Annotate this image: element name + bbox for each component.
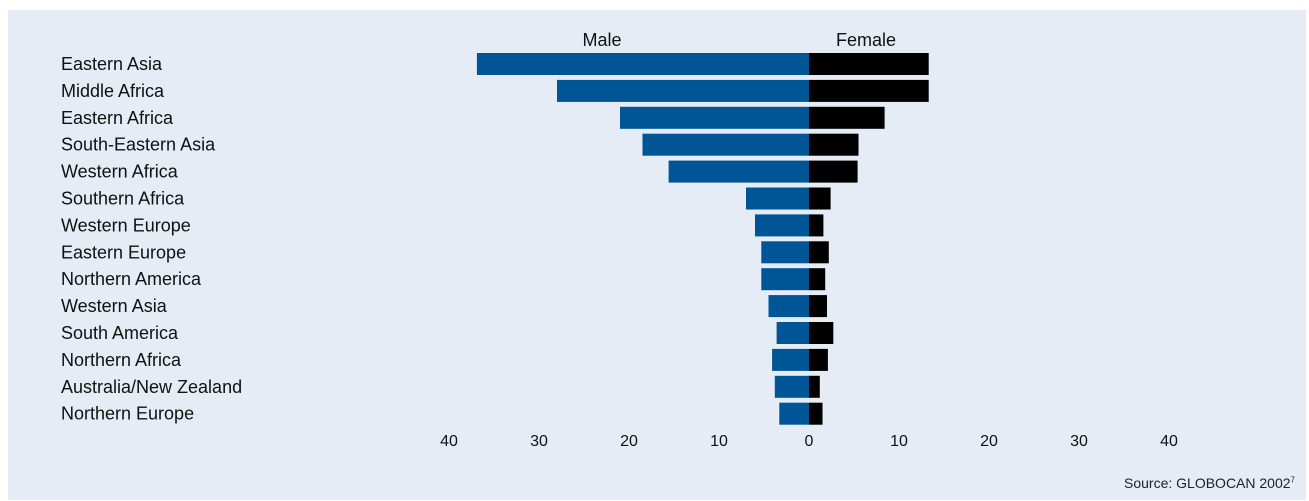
x-tick-label: 30 xyxy=(1070,433,1088,450)
category-label-southern-africa: Southern Africa xyxy=(61,189,185,209)
bar-female-northern-america xyxy=(809,268,826,291)
x-tick-label: 40 xyxy=(1160,433,1178,450)
category-label-eastern-africa: Eastern Africa xyxy=(61,108,174,128)
bar-male-south-eastern-asia xyxy=(642,133,809,156)
category-labels-group: Eastern Asia Middle Africa Eastern Africa S… xyxy=(61,54,242,424)
source-note: Source: GLOBOCAN 20027 xyxy=(1124,475,1295,491)
bar-male-northern-africa xyxy=(772,348,809,371)
bar-female-southern-africa xyxy=(809,187,831,210)
bar-female-australia-new-zealand xyxy=(809,375,820,398)
category-label-south-eastern-asia: South-Eastern Asia xyxy=(61,135,216,155)
bar-male-eastern-africa xyxy=(620,106,809,129)
bar-female-northern-europe xyxy=(809,402,823,425)
category-label-northern-america: Northern America xyxy=(61,269,202,289)
bar-female-western-asia xyxy=(809,295,827,318)
bar-female-south-america xyxy=(809,322,834,344)
bar-male-western-europe xyxy=(755,214,809,237)
category-label-eastern-europe: Eastern Europe xyxy=(61,242,186,262)
x-tick-label: 20 xyxy=(620,433,638,450)
category-label-northern-africa: Northern Africa xyxy=(61,350,182,370)
bar-male-eastern-asia xyxy=(476,53,809,75)
bar-male-southern-africa xyxy=(746,187,809,210)
category-label-western-europe: Western Europe xyxy=(61,215,191,235)
bar-female-eastern-europe xyxy=(809,241,829,264)
bar-female-western-europe xyxy=(809,214,824,237)
bar-female-northern-africa xyxy=(809,348,828,371)
category-label-australia-new-zealand: Australia/New Zealand xyxy=(61,377,242,397)
legend-male-label: Male xyxy=(582,30,621,50)
category-label-northern-europe: Northern Europe xyxy=(61,404,194,424)
category-label-western-asia: Western Asia xyxy=(61,296,168,316)
bar-female-eastern-asia xyxy=(809,53,929,75)
bar-male-south-america xyxy=(776,322,809,344)
bar-male-australia-new-zealand xyxy=(774,375,809,398)
bar-female-eastern-africa xyxy=(809,106,885,129)
male-bars-group xyxy=(476,53,809,425)
x-tick-label: 10 xyxy=(710,433,728,450)
category-label-south-america: South America xyxy=(61,323,179,343)
bar-male-eastern-europe xyxy=(761,241,809,264)
x-tick-label: 30 xyxy=(530,433,548,450)
x-tick-label: 10 xyxy=(890,433,908,450)
x-tick-label: 20 xyxy=(980,433,998,450)
bar-male-northern-america xyxy=(761,268,809,291)
bar-male-western-asia xyxy=(768,295,809,318)
x-tick-label: 0 xyxy=(805,433,814,450)
bar-male-northern-europe xyxy=(779,402,809,425)
female-bars-group xyxy=(809,53,929,425)
bar-female-western-africa xyxy=(809,160,858,183)
x-tick-label: 40 xyxy=(440,433,458,450)
category-label-eastern-asia: Eastern Asia xyxy=(61,54,163,74)
category-label-western-africa: Western Africa xyxy=(61,162,179,182)
bar-male-middle-africa xyxy=(557,79,809,102)
bar-female-middle-africa xyxy=(809,79,929,102)
x-axis-ticks-group: 40 30 20 10 0 10 20 30 40 xyxy=(440,433,1178,450)
category-label-middle-africa: Middle Africa xyxy=(61,81,165,101)
bar-female-south-eastern-asia xyxy=(809,133,859,156)
bar-male-western-africa xyxy=(668,160,809,183)
legend-female-label: Female xyxy=(836,30,896,50)
